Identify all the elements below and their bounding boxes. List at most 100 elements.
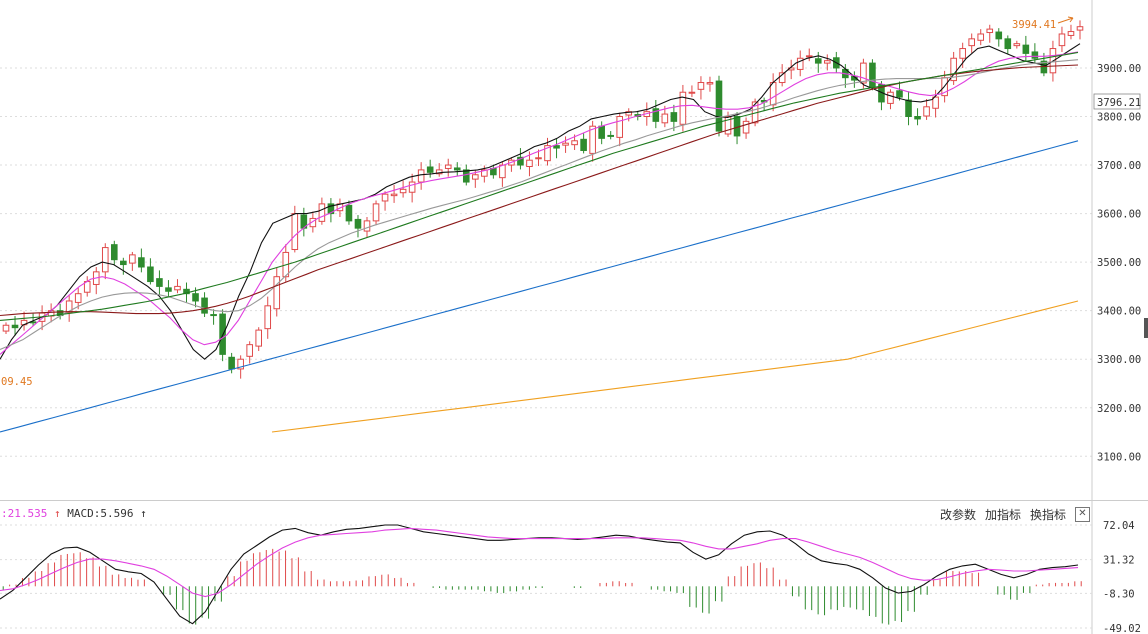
candle-up xyxy=(796,57,804,70)
candle-down xyxy=(670,112,678,122)
candle-down xyxy=(814,58,822,64)
candle-down xyxy=(553,145,560,149)
price-tick-label: 3400.00 xyxy=(1097,306,1141,318)
dea-value: :21.535 xyxy=(1,507,48,520)
candle-up xyxy=(372,203,380,222)
macd-tick-label: 31.32 xyxy=(1103,555,1135,567)
close-icon[interactable]: ✕ xyxy=(1075,507,1090,522)
price-tick-label: 3500.00 xyxy=(1097,257,1141,269)
macd-tick-label: -49.02 xyxy=(1103,623,1141,634)
candle-up xyxy=(481,169,488,177)
candle-down xyxy=(914,116,921,120)
candle-up xyxy=(264,305,272,330)
current-price-box xyxy=(1093,93,1141,110)
add-indicator-button[interactable]: 加指标 xyxy=(984,508,1021,522)
candle-down xyxy=(995,31,1003,40)
candle-up xyxy=(932,96,939,109)
candle-up xyxy=(1013,43,1021,47)
candle-up xyxy=(318,203,326,222)
candle-up xyxy=(535,157,542,160)
dif-line xyxy=(0,524,1079,625)
ma30-line xyxy=(0,64,1079,317)
candle-up xyxy=(1058,33,1066,47)
candle-up xyxy=(499,164,506,179)
candle-up xyxy=(616,116,624,138)
high-price-label: 3994.41 xyxy=(1012,19,1056,31)
candle-up xyxy=(2,324,10,332)
candle-down xyxy=(517,156,524,166)
candle-down xyxy=(607,134,614,137)
candle-down xyxy=(147,266,154,283)
candle-up xyxy=(435,169,443,175)
candle-up xyxy=(544,145,551,162)
price-tick-label: 3300.00 xyxy=(1097,354,1141,366)
candle-up xyxy=(255,329,263,347)
candle-down xyxy=(426,166,434,173)
ma60-line xyxy=(0,51,1079,321)
dea-up-arrow-icon: ↑ xyxy=(53,507,61,520)
candle-up xyxy=(697,82,705,90)
candle-down xyxy=(210,314,217,317)
candle-down xyxy=(138,257,145,268)
candle-down xyxy=(111,244,118,261)
candle-up xyxy=(309,217,317,228)
candle-down xyxy=(896,90,903,98)
price-tick-label: 3600.00 xyxy=(1097,209,1141,221)
candle-up xyxy=(860,62,867,84)
ma120-line xyxy=(0,140,1079,433)
ma10-line xyxy=(0,51,1079,355)
ma5-line xyxy=(0,43,1081,360)
candle-down xyxy=(462,169,470,183)
scrollbar-handle[interactable] xyxy=(1144,318,1148,338)
candle-up xyxy=(805,55,813,58)
low-price-label: 09.45 xyxy=(1,376,33,388)
candle-down xyxy=(580,138,587,151)
candle-up xyxy=(246,344,253,357)
candle-up xyxy=(101,247,109,273)
candle-up xyxy=(679,91,687,125)
dea-line xyxy=(0,527,1079,598)
candle-up xyxy=(74,293,82,303)
macd-axis: 72.04 31.32 -8.30 -49.02 xyxy=(1103,520,1141,634)
macd-value: MACD:5.596 xyxy=(67,507,134,520)
switch-indicator-button[interactable]: 换指标 xyxy=(1029,508,1066,522)
candle-up xyxy=(472,174,479,180)
candle-down xyxy=(165,287,172,292)
candle-up xyxy=(688,91,696,94)
change-params-button[interactable]: 改参数 xyxy=(939,508,976,522)
macd-up-arrow-icon: ↑ xyxy=(140,507,147,520)
candle-down xyxy=(598,125,605,139)
candle-up xyxy=(968,38,975,47)
candle-up xyxy=(977,33,985,41)
candle-up xyxy=(1076,26,1084,31)
candle-up xyxy=(742,120,750,134)
candle-up xyxy=(65,300,73,314)
price-tick-label: 3200.00 xyxy=(1097,403,1141,415)
candle-up xyxy=(959,48,966,59)
candle-down xyxy=(11,324,19,329)
ma250-line xyxy=(271,300,1079,433)
candle-up xyxy=(390,193,398,197)
candle-down xyxy=(201,297,208,314)
candlesticks xyxy=(2,20,1084,379)
moving-average-lines xyxy=(0,43,1081,433)
candle-up xyxy=(237,358,244,370)
candle-down xyxy=(192,293,199,302)
candle-up xyxy=(363,220,371,232)
current-price-label: 3796.21 xyxy=(1097,97,1141,109)
candle-up xyxy=(273,276,281,310)
candle-up xyxy=(408,181,416,193)
candle-down xyxy=(327,203,335,215)
candle-up xyxy=(381,193,389,202)
candle-down xyxy=(715,80,723,132)
candle-up xyxy=(706,82,714,85)
candle-up xyxy=(129,254,136,264)
candle-down xyxy=(156,278,163,287)
candle-up xyxy=(661,113,669,124)
candle-up xyxy=(950,57,957,82)
candle-down xyxy=(1022,44,1030,54)
indicator-toolbar: 改参数 加指标 换指标 ✕ xyxy=(940,506,1090,523)
price-grid xyxy=(0,67,1092,457)
candle-up xyxy=(823,60,831,64)
